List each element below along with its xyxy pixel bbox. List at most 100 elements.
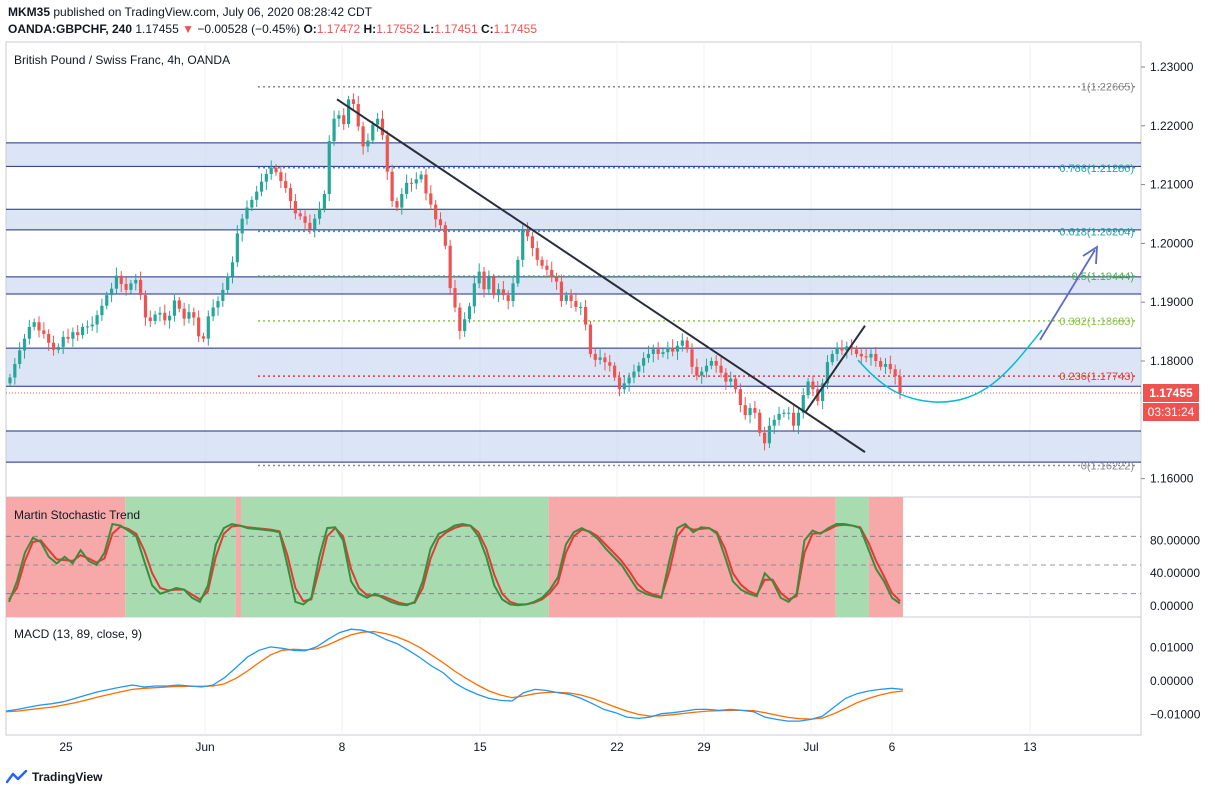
candle-body-31 bbox=[158, 312, 162, 315]
macd-tick-1: 0.00000 bbox=[1150, 674, 1194, 688]
stoch-tick-1: 40.00000 bbox=[1150, 566, 1200, 580]
candle-body-178 bbox=[869, 353, 873, 358]
candle-body-182 bbox=[888, 363, 892, 370]
candle-body-133 bbox=[651, 349, 655, 354]
supply-demand-zones bbox=[6, 142, 1141, 463]
candle-body-155 bbox=[758, 412, 762, 433]
candle-body-92 bbox=[453, 288, 457, 308]
candle-body-72 bbox=[356, 104, 360, 127]
trend-band-5 bbox=[835, 497, 869, 617]
candle-body-84 bbox=[414, 179, 418, 184]
trend-band-3 bbox=[241, 497, 549, 617]
high-value: 1.17552 bbox=[376, 22, 420, 36]
candle-body-119 bbox=[583, 306, 588, 325]
candle-body-23 bbox=[119, 275, 123, 284]
candlesticks[interactable] bbox=[8, 93, 902, 451]
candle-body-109 bbox=[535, 248, 539, 260]
candle-body-183 bbox=[893, 369, 897, 377]
candle-body-13 bbox=[71, 332, 75, 339]
candle-body-103 bbox=[506, 295, 510, 302]
publish-details: published on TradingView.com, July 06, 2… bbox=[53, 5, 373, 19]
open-label: O: bbox=[303, 22, 317, 36]
candle-body-145 bbox=[709, 361, 713, 366]
publisher-name[interactable]: MKM35 bbox=[8, 5, 51, 19]
candle-body-176 bbox=[859, 353, 863, 357]
candle-body-143 bbox=[700, 371, 704, 376]
tradingview-footer[interactable]: TradingView bbox=[6, 770, 102, 784]
candle-body-99 bbox=[487, 277, 491, 290]
candle-body-138 bbox=[675, 345, 680, 352]
price-tick-4: 1.19000 bbox=[1150, 295, 1194, 309]
candle-body-48 bbox=[240, 218, 244, 234]
candle-body-123 bbox=[603, 357, 607, 363]
candle-body-130 bbox=[637, 365, 641, 372]
fib-label-4: 0.382(1.18683) bbox=[1059, 316, 1134, 328]
candle-body-101 bbox=[496, 289, 501, 296]
candle-body-8 bbox=[47, 333, 51, 343]
candle-body-63 bbox=[313, 218, 317, 230]
time-tick-7: 6 bbox=[889, 740, 896, 754]
candle-body-142 bbox=[695, 366, 699, 376]
candle-body-21 bbox=[109, 288, 114, 296]
candle-body-36 bbox=[182, 308, 186, 319]
low-label: L: bbox=[422, 22, 435, 36]
candle-body-3 bbox=[22, 338, 27, 351]
stochastic-pane: 80.00000 40.00000 0.00000 bbox=[6, 497, 1200, 617]
candle-body-105 bbox=[516, 259, 520, 284]
tradingview-brand: TradingView bbox=[32, 770, 103, 784]
fib-label-0: 1(1.22665) bbox=[1081, 82, 1134, 94]
candle-body-179 bbox=[874, 353, 878, 361]
candle-body-129 bbox=[632, 371, 636, 378]
candle-body-124 bbox=[608, 362, 612, 366]
candle-body-85 bbox=[419, 174, 423, 180]
candle-body-128 bbox=[627, 377, 631, 384]
candle-body-110 bbox=[540, 259, 544, 266]
candle-body-9 bbox=[51, 342, 56, 350]
stoch-d-line bbox=[8, 523, 901, 606]
candle-body-30 bbox=[153, 314, 157, 322]
candle-body-50 bbox=[250, 199, 254, 208]
candle-body-69 bbox=[342, 115, 346, 125]
candle-body-16 bbox=[85, 326, 89, 328]
candle-body-163 bbox=[796, 412, 801, 426]
candle-body-117 bbox=[574, 301, 578, 307]
candle-body-159 bbox=[777, 413, 781, 420]
candle-body-39 bbox=[197, 317, 201, 337]
macd-tick-0: 0.01000 bbox=[1150, 641, 1194, 655]
candle-body-180 bbox=[879, 361, 883, 367]
candle-body-173 bbox=[845, 346, 849, 351]
candle-body-98 bbox=[482, 271, 486, 290]
fib-label-5: 0.236(1.17743) bbox=[1059, 371, 1134, 383]
candle-body-62 bbox=[308, 222, 312, 230]
candle-body-57 bbox=[284, 181, 288, 189]
candle-body-157 bbox=[767, 425, 772, 444]
candle-body-41 bbox=[206, 316, 210, 339]
candle-body-152 bbox=[743, 405, 747, 416]
candle-body-164 bbox=[801, 395, 805, 413]
candle-body-27 bbox=[138, 279, 143, 296]
trend-drawings[interactable] bbox=[336, 98, 1099, 453]
price-tick-0: 1.23000 bbox=[1150, 60, 1194, 74]
candle-body-166 bbox=[811, 381, 815, 390]
stoch-tick-2: 0.00000 bbox=[1150, 599, 1194, 613]
candle-body-59 bbox=[293, 201, 297, 214]
candle-body-77 bbox=[380, 118, 385, 136]
candle-body-104 bbox=[511, 283, 515, 302]
candle-body-161 bbox=[787, 412, 791, 414]
candle-body-76 bbox=[376, 118, 380, 125]
trend-band-1 bbox=[125, 497, 236, 617]
candle-body-74 bbox=[366, 140, 370, 147]
candle-body-100 bbox=[492, 277, 496, 296]
candle-body-83 bbox=[409, 182, 414, 184]
candle-body-147 bbox=[719, 365, 723, 373]
fib-label-3: 0.5(1.19444) bbox=[1072, 271, 1134, 283]
candle-body-102 bbox=[501, 289, 505, 296]
candle-body-116 bbox=[569, 295, 573, 302]
candle-body-70 bbox=[346, 99, 351, 125]
candle-body-144 bbox=[704, 365, 709, 372]
fib-label-1: 0.786(1.21286) bbox=[1059, 163, 1134, 175]
candle-body-146 bbox=[714, 361, 718, 366]
candle-body-149 bbox=[729, 378, 733, 382]
candle-body-168 bbox=[821, 383, 825, 401]
